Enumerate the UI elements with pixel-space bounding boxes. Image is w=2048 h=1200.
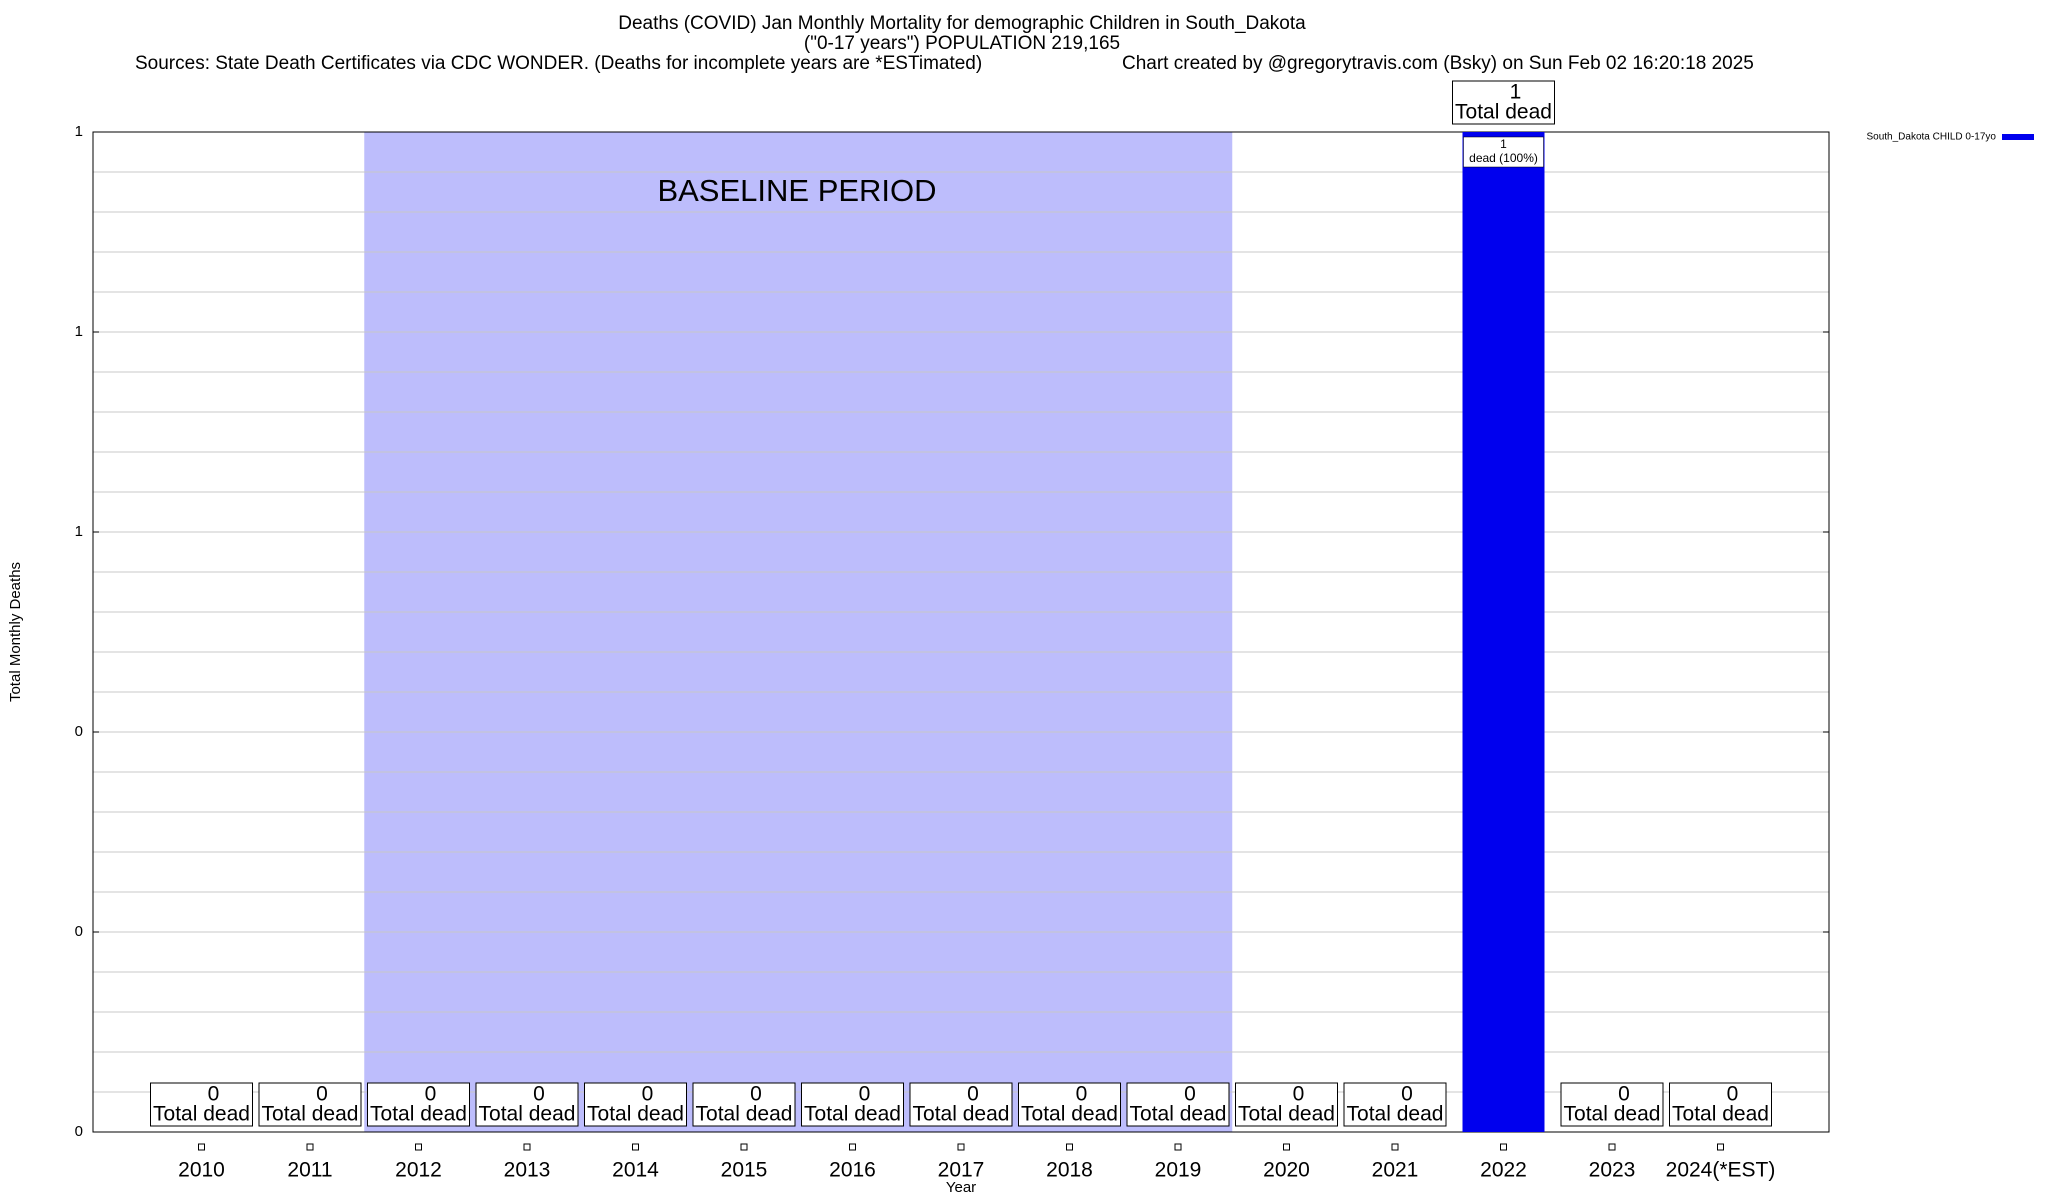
y-tick-label: 1 bbox=[75, 123, 83, 140]
y-tick-label: 1 bbox=[75, 323, 83, 340]
baseline-band bbox=[364, 132, 1233, 1132]
value-label-box bbox=[475, 1082, 579, 1127]
value-label-caption: Total dead bbox=[1021, 1103, 1118, 1126]
x-tick-marker bbox=[523, 1143, 531, 1151]
chart-title: Deaths (COVID) Jan Monthly Mortality for… bbox=[618, 13, 1306, 34]
value-label: 0 bbox=[533, 1083, 545, 1106]
x-tick-marker bbox=[957, 1143, 965, 1151]
value-label-caption: Total dead bbox=[479, 1103, 576, 1126]
x-tick-marker bbox=[1500, 1143, 1507, 1151]
x-tick-marker bbox=[740, 1143, 748, 1151]
value-label-box bbox=[909, 1082, 1013, 1127]
x-tick-label: 2014 bbox=[612, 1159, 659, 1182]
value-label-box bbox=[692, 1082, 796, 1127]
x-tick-label: 2021 bbox=[1372, 1159, 1419, 1182]
x-tick-marker bbox=[1391, 1143, 1399, 1151]
value-label-caption: Total dead bbox=[1564, 1103, 1661, 1126]
x-tick-label: 2017 bbox=[938, 1159, 985, 1182]
x-tick-marker bbox=[1066, 1143, 1073, 1151]
x-tick-marker bbox=[1174, 1143, 1182, 1151]
value-label-caption: Total dead bbox=[262, 1103, 359, 1126]
value-label: 0 bbox=[1727, 1083, 1739, 1106]
x-tick-label: 2020 bbox=[1263, 1159, 1310, 1182]
x-tick-label: 2013 bbox=[504, 1159, 551, 1182]
value-label-box bbox=[1235, 1082, 1338, 1127]
x-tick-label: 2010 bbox=[178, 1159, 225, 1182]
value-label: 0 bbox=[750, 1083, 762, 1106]
x-tick-marker bbox=[1608, 1143, 1616, 1151]
y-tick-label: 0 bbox=[75, 923, 83, 940]
x-tick-label: 2015 bbox=[721, 1159, 768, 1182]
bar-inner-box bbox=[1463, 136, 1544, 168]
value-label-caption: Total dead bbox=[804, 1103, 901, 1126]
value-label: 0 bbox=[859, 1083, 871, 1106]
value-label-box bbox=[1126, 1082, 1230, 1127]
value-label: 0 bbox=[1401, 1083, 1413, 1106]
plot-frame bbox=[92, 131, 1830, 1133]
bar-inner-value: 1 bbox=[1500, 137, 1507, 151]
value-label-caption: Total dead bbox=[1130, 1103, 1227, 1126]
value-label: 0 bbox=[1076, 1083, 1088, 1106]
y-axis-label: Total Monthly Deaths bbox=[7, 562, 24, 702]
x-tick-label: 2011 bbox=[287, 1159, 332, 1182]
value-label-box bbox=[801, 1082, 904, 1127]
x-tick-marker bbox=[1717, 1143, 1724, 1151]
value-label-box bbox=[258, 1082, 362, 1127]
x-tick-label: 2016 bbox=[829, 1159, 876, 1182]
value-label-box bbox=[584, 1082, 687, 1127]
x-tick-label: 2012 bbox=[395, 1159, 442, 1182]
x-tick-marker bbox=[1283, 1143, 1290, 1151]
value-label-caption: Total dead bbox=[913, 1103, 1010, 1126]
x-tick-label: 2023 bbox=[1589, 1159, 1636, 1182]
value-label-caption: Total dead bbox=[1238, 1103, 1335, 1126]
x-tick-marker bbox=[632, 1143, 639, 1151]
x-tick-marker bbox=[415, 1143, 422, 1151]
chart-subtitle: ("0-17 years") POPULATION 219,165 bbox=[804, 33, 1120, 54]
bar bbox=[1462, 132, 1545, 1132]
x-tick-label: 2018 bbox=[1046, 1159, 1093, 1182]
value-label-box bbox=[1560, 1082, 1664, 1127]
value-label: 1 bbox=[1510, 81, 1522, 104]
value-label-box bbox=[150, 1082, 253, 1127]
value-label-caption: Total dead bbox=[1672, 1103, 1769, 1126]
x-tick-marker bbox=[198, 1143, 205, 1151]
y-tick-label: 0 bbox=[75, 723, 83, 740]
y-tick-label: 0 bbox=[75, 1123, 83, 1140]
x-tick-marker bbox=[849, 1143, 856, 1151]
value-label-box bbox=[1452, 80, 1555, 125]
value-label-caption: Total dead bbox=[1347, 1103, 1444, 1126]
x-tick-label: 2022 bbox=[1480, 1159, 1527, 1182]
x-axis-label: Year bbox=[946, 1179, 976, 1196]
value-label-caption: Total dead bbox=[696, 1103, 793, 1126]
legend-swatch bbox=[2002, 134, 2034, 140]
sources: Sources: State Death Certificates via CD… bbox=[135, 53, 982, 74]
value-label: 0 bbox=[642, 1083, 654, 1106]
value-label-box bbox=[1018, 1082, 1121, 1127]
baseline-label: BASELINE PERIOD bbox=[657, 173, 936, 208]
value-label: 0 bbox=[425, 1083, 437, 1106]
value-label-caption: Total dead bbox=[587, 1103, 684, 1126]
bar-inner-label: dead (100%) bbox=[1469, 151, 1538, 165]
value-label-caption: Total dead bbox=[153, 1103, 250, 1126]
value-label-box bbox=[367, 1082, 470, 1127]
value-label-box bbox=[1343, 1082, 1447, 1127]
value-label: 0 bbox=[967, 1083, 979, 1106]
value-label: 0 bbox=[1293, 1083, 1305, 1106]
credit: Chart created by @gregorytravis.com (Bsk… bbox=[1122, 53, 1754, 74]
value-label: 0 bbox=[208, 1083, 220, 1106]
value-label: 0 bbox=[1618, 1083, 1630, 1106]
legend-label: South_Dakota CHILD 0-17yo bbox=[1866, 132, 1996, 143]
x-tick-label: 2019 bbox=[1155, 1159, 1202, 1182]
x-tick-label: 2024(*EST) bbox=[1666, 1159, 1776, 1182]
value-label-caption: Total dead bbox=[1455, 101, 1552, 124]
value-label-box bbox=[1669, 1082, 1772, 1127]
value-label-caption: Total dead bbox=[370, 1103, 467, 1126]
value-label: 0 bbox=[1184, 1083, 1196, 1106]
value-label: 0 bbox=[316, 1083, 328, 1106]
x-tick-marker bbox=[306, 1143, 314, 1151]
y-tick-label: 1 bbox=[75, 523, 83, 540]
